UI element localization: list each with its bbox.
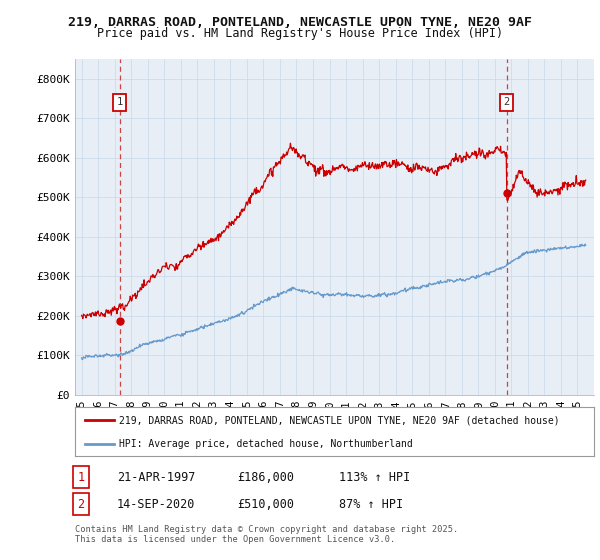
Text: 21-APR-1997: 21-APR-1997	[117, 470, 196, 484]
Text: Price paid vs. HM Land Registry's House Price Index (HPI): Price paid vs. HM Land Registry's House …	[97, 27, 503, 40]
Text: 2: 2	[503, 97, 509, 108]
Text: HPI: Average price, detached house, Northumberland: HPI: Average price, detached house, Nort…	[119, 439, 413, 449]
Text: £510,000: £510,000	[237, 497, 294, 511]
Text: Contains HM Land Registry data © Crown copyright and database right 2025.
This d: Contains HM Land Registry data © Crown c…	[75, 525, 458, 544]
Text: 219, DARRAS ROAD, PONTELAND, NEWCASTLE UPON TYNE, NE20 9AF (detached house): 219, DARRAS ROAD, PONTELAND, NEWCASTLE U…	[119, 416, 560, 426]
Text: 14-SEP-2020: 14-SEP-2020	[117, 497, 196, 511]
Text: 219, DARRAS ROAD, PONTELAND, NEWCASTLE UPON TYNE, NE20 9AF: 219, DARRAS ROAD, PONTELAND, NEWCASTLE U…	[68, 16, 532, 29]
Text: 113% ↑ HPI: 113% ↑ HPI	[339, 470, 410, 484]
Text: 87% ↑ HPI: 87% ↑ HPI	[339, 497, 403, 511]
Text: £186,000: £186,000	[237, 470, 294, 484]
Text: 1: 1	[116, 97, 123, 108]
Text: 2: 2	[77, 497, 85, 511]
Text: 1: 1	[77, 470, 85, 484]
